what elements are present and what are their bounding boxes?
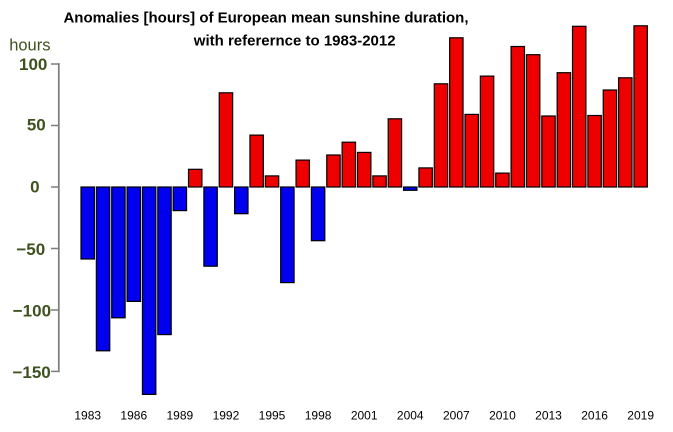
svg-text:1998: 1998 xyxy=(305,409,332,423)
svg-text:−50: −50 xyxy=(16,240,45,259)
svg-text:1992: 1992 xyxy=(213,409,240,423)
svg-text:2016: 2016 xyxy=(581,409,608,423)
svg-text:1986: 1986 xyxy=(120,409,147,423)
svg-text:1995: 1995 xyxy=(259,409,286,423)
svg-text:100: 100 xyxy=(19,55,47,74)
svg-text:2007: 2007 xyxy=(443,409,470,423)
svg-text:Anomalies [hours] of European: Anomalies [hours] of European mean sunsh… xyxy=(63,10,468,27)
svg-text:2013: 2013 xyxy=(535,409,562,423)
svg-text:−100: −100 xyxy=(13,302,51,321)
svg-text:50: 50 xyxy=(27,115,46,134)
svg-text:2019: 2019 xyxy=(627,409,654,423)
svg-text:2010: 2010 xyxy=(489,409,516,423)
svg-text:hours: hours xyxy=(9,37,50,55)
svg-text:2004: 2004 xyxy=(397,409,424,423)
svg-text:1983: 1983 xyxy=(74,409,101,423)
svg-text:−150: −150 xyxy=(12,363,50,382)
svg-text:2001: 2001 xyxy=(351,409,378,423)
svg-text:0: 0 xyxy=(30,177,39,196)
svg-text:with referernce to 1983-2012: with referernce to 1983-2012 xyxy=(193,33,396,50)
svg-text:1989: 1989 xyxy=(167,409,194,423)
